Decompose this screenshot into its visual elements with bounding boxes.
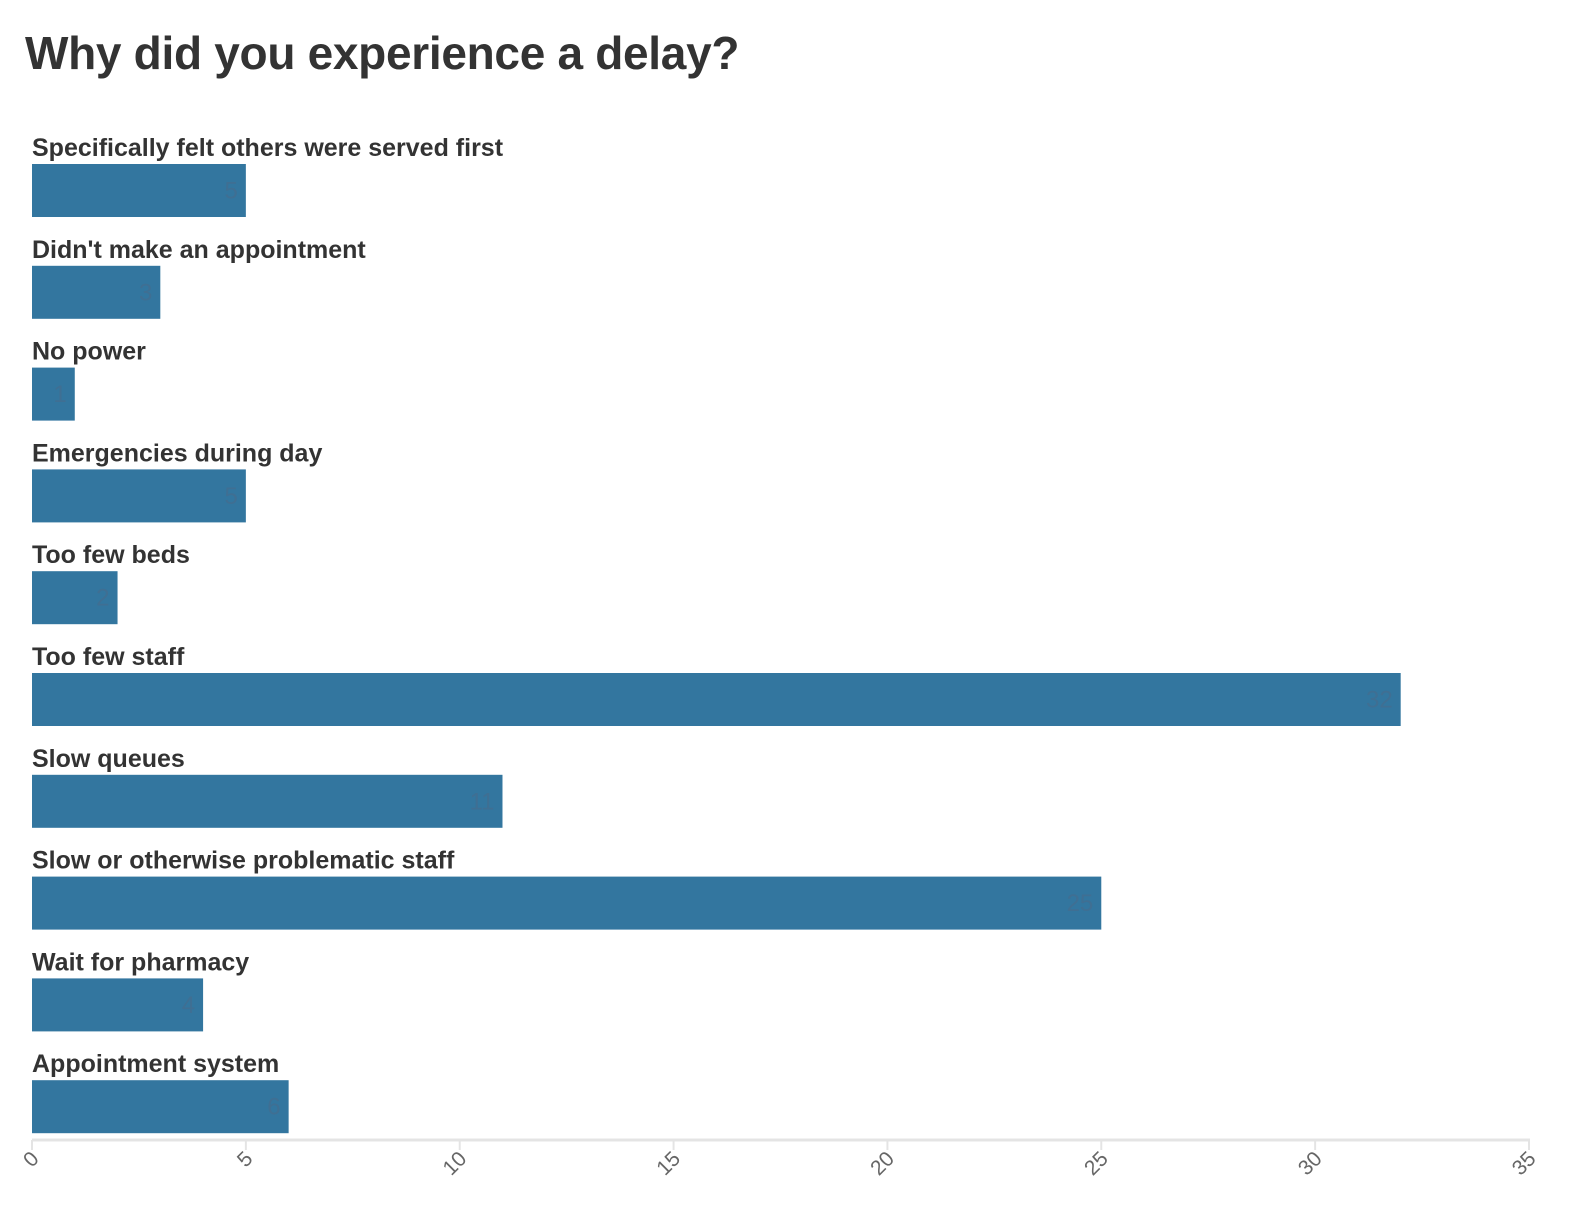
bar — [32, 978, 204, 1032]
bar — [32, 571, 118, 625]
bar-row: Didn't make an appointment 3 — [32, 236, 366, 319]
x-tick-label: 30 — [1294, 1147, 1327, 1180]
bar — [32, 1080, 289, 1134]
category-label: Too few staff — [32, 643, 185, 671]
data-label: 2 — [96, 585, 109, 612]
category-label: Didn't make an appointment — [32, 236, 366, 264]
data-label: 11 — [470, 788, 495, 815]
data-label: 5 — [224, 178, 237, 205]
category-label: Appointment system — [32, 1050, 279, 1078]
bar-row: Specifically felt others were served fir… — [32, 134, 504, 217]
bar-row: No power 1 — [32, 338, 146, 421]
data-label: 6 — [267, 1094, 280, 1121]
data-label: 5 — [224, 483, 237, 510]
x-tick-label: 15 — [652, 1147, 685, 1180]
category-label: Specifically felt others were served fir… — [32, 134, 504, 162]
x-axis: 0 5 10 15 20 25 30 35 — [19, 1138, 1541, 1180]
data-label: 25 — [1067, 890, 1094, 917]
bar — [32, 265, 161, 319]
bar — [32, 164, 246, 217]
x-tick-label: 20 — [866, 1147, 899, 1180]
category-label: Wait for pharmacy — [32, 948, 249, 976]
bar — [32, 673, 1401, 726]
category-label: No power — [32, 338, 146, 366]
bar-row: Too few staff 32 — [32, 643, 1401, 726]
data-label: 32 — [1366, 687, 1393, 714]
data-label: 4 — [182, 992, 195, 1019]
category-label: Emergencies during day — [32, 439, 322, 467]
bars-layer: Specifically felt others were served fir… — [32, 134, 1401, 1134]
bar-row: Too few beds 2 — [32, 541, 190, 625]
category-label: Too few beds — [32, 541, 190, 569]
bar — [32, 367, 75, 421]
x-tick-label: 0 — [19, 1147, 44, 1172]
bar-row: Slow or otherwise problematic staff 25 — [32, 847, 1102, 930]
bar-row: Wait for pharmacy 4 — [32, 948, 249, 1032]
bar-row: Slow queues 11 — [32, 745, 503, 828]
data-label: 3 — [139, 279, 152, 306]
chart-title: Why did you experience a delay? — [25, 27, 740, 79]
bar-row: Emergencies during day 5 — [32, 439, 322, 523]
x-tick-label: 5 — [233, 1147, 258, 1172]
bar — [32, 774, 503, 828]
data-label: 1 — [53, 381, 66, 408]
bar-row: Appointment system 6 — [32, 1050, 289, 1134]
x-tick-label: 25 — [1080, 1147, 1113, 1180]
x-tick-label: 10 — [438, 1147, 471, 1180]
category-label: Slow queues — [32, 745, 185, 773]
bar — [32, 876, 1102, 930]
category-label: Slow or otherwise problematic staff — [32, 847, 455, 875]
x-tick-label: 35 — [1508, 1147, 1541, 1180]
bar — [32, 469, 246, 523]
